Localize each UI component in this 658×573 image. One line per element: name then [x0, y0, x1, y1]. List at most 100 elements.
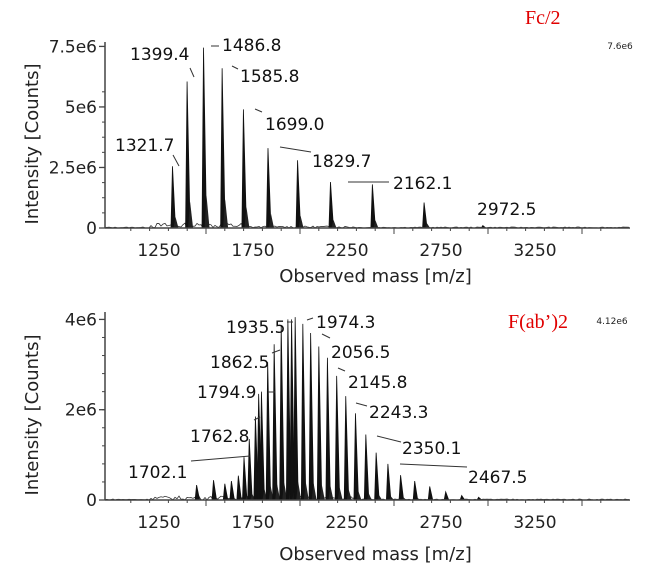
x-tick-label: 3250	[513, 513, 556, 533]
peak-label-leader	[189, 67, 195, 78]
fc2-spectrum-panel: 1250 1750 2250 2750 3250 0 2.5e6 5e6 7.5e6 Observ…	[22, 7, 633, 287]
spectrum-peak	[422, 202, 428, 229]
x-axis-title: Observed mass [m/z]	[279, 544, 471, 565]
peak-shoulder	[188, 201, 194, 228]
spectrum-peak	[300, 323, 307, 501]
spectrum-peak	[229, 480, 235, 501]
spectrum-peak	[293, 317, 299, 501]
spectrum-peak	[241, 109, 247, 229]
peak-label-leader	[355, 402, 368, 407]
spectrum-peak	[236, 475, 242, 501]
spectrum-peak	[295, 160, 301, 229]
peak-shoulder	[366, 493, 372, 500]
peak-label: 1585.8	[240, 67, 299, 87]
x-tick-label: 3250	[513, 241, 556, 261]
peak-label-leader	[279, 146, 312, 153]
spectrum-peak	[334, 375, 341, 501]
x-axis-title: Observed mass [m/z]	[279, 266, 471, 287]
y-tick-label: 0	[86, 491, 97, 511]
peak-shoulder	[173, 216, 179, 228]
x-tick-label: 2750	[419, 513, 462, 533]
y-axis-title: Intensity [Counts]	[22, 335, 43, 496]
spectrum-peak	[328, 181, 334, 229]
spectrum-title: F(ab’)2	[508, 311, 568, 333]
peak-label-leader	[254, 108, 263, 113]
spectrum-peak	[201, 47, 207, 229]
peak-shoulder	[282, 482, 288, 500]
y-tick-label: 7.5e6	[49, 37, 97, 57]
spectrum-title: Fc/2	[525, 7, 561, 29]
peak-shoulder	[373, 220, 379, 228]
peak-shoulder	[328, 485, 334, 500]
spectrum-peak	[443, 490, 450, 501]
peak-shoulder	[337, 487, 343, 500]
peak-shoulder	[296, 481, 302, 500]
spectrum-peak	[343, 396, 350, 501]
y-axis-title: Intensity [Counts]	[22, 64, 43, 225]
peak-shoulder	[298, 215, 304, 228]
spectrum-peak	[211, 480, 217, 501]
y-tick-label: 5e6	[65, 98, 97, 118]
spectrum-peak	[194, 485, 201, 501]
spectrum-peak	[385, 463, 392, 501]
peak-shoulder	[319, 484, 325, 500]
peak-shoulder	[303, 482, 309, 500]
peak-shoulder	[204, 195, 210, 228]
spectrum-peak	[325, 357, 331, 501]
spectrum-peak	[222, 483, 229, 501]
peak-shoulder	[388, 496, 394, 500]
peak-label-leader	[399, 463, 468, 468]
peak-label: 1399.4	[130, 45, 189, 65]
peak-shoulder	[268, 213, 274, 228]
x-tick-label: 1750	[231, 241, 274, 261]
y-tick-label: 4e6	[65, 310, 97, 330]
spectrum-peak	[308, 332, 315, 501]
peak-label: 2056.5	[331, 343, 390, 363]
peak-label-leader	[306, 317, 314, 321]
peak-shoulder	[244, 206, 250, 228]
spectrum-peak	[353, 413, 359, 501]
spectrum-peak	[272, 344, 278, 501]
y-tick-label: 2.5e6	[49, 158, 97, 178]
peak-label: 1762.8	[190, 427, 249, 447]
peak-label: 2145.8	[348, 373, 407, 393]
spectrum-peak	[259, 391, 265, 501]
max-intensity-label: 7.6e6	[607, 42, 633, 52]
peak-label: 2350.1	[402, 439, 461, 459]
peak-shoulder	[356, 491, 362, 500]
x-tick-label: 1250	[137, 241, 180, 261]
spectrum-peak	[185, 81, 191, 229]
peak-label: 2972.5	[477, 200, 536, 220]
peak-label-leader	[172, 154, 180, 167]
peak-shoulder	[346, 489, 352, 500]
x-tick-label: 2250	[325, 513, 368, 533]
spectrum-peak	[374, 452, 380, 501]
spectrum-peak	[398, 475, 405, 501]
peak-shoulder	[223, 199, 229, 228]
spectrum-peak	[265, 362, 272, 501]
peak-label-leader	[321, 333, 331, 339]
peak-label: 2162.1	[393, 174, 452, 194]
peak-label-leader	[337, 367, 346, 372]
peak-label-leader	[376, 435, 402, 443]
peak-shoulder	[331, 219, 337, 228]
max-intensity-label: 4.12e6	[596, 317, 628, 327]
spectrum-peak	[412, 480, 419, 501]
peak-label: 1321.7	[115, 136, 174, 156]
peak-label-leader	[271, 349, 281, 354]
peak-label-leader	[190, 455, 251, 462]
spectrum-peak	[220, 68, 226, 229]
spectrum-peak	[170, 166, 176, 229]
peak-label: 2243.3	[369, 403, 428, 423]
peak-shoulder	[377, 495, 383, 500]
peak-label: 1702.1	[128, 463, 187, 483]
peak-label: 1486.8	[222, 36, 281, 56]
peak-shoulder	[311, 483, 317, 500]
peak-label: 1829.7	[312, 152, 371, 172]
y-tick-label: 0	[86, 219, 97, 239]
peak-label: 2467.5	[468, 468, 527, 488]
peak-label-leader	[253, 416, 261, 421]
peak-label-leader	[231, 65, 239, 70]
spectrum-peak	[316, 346, 323, 501]
